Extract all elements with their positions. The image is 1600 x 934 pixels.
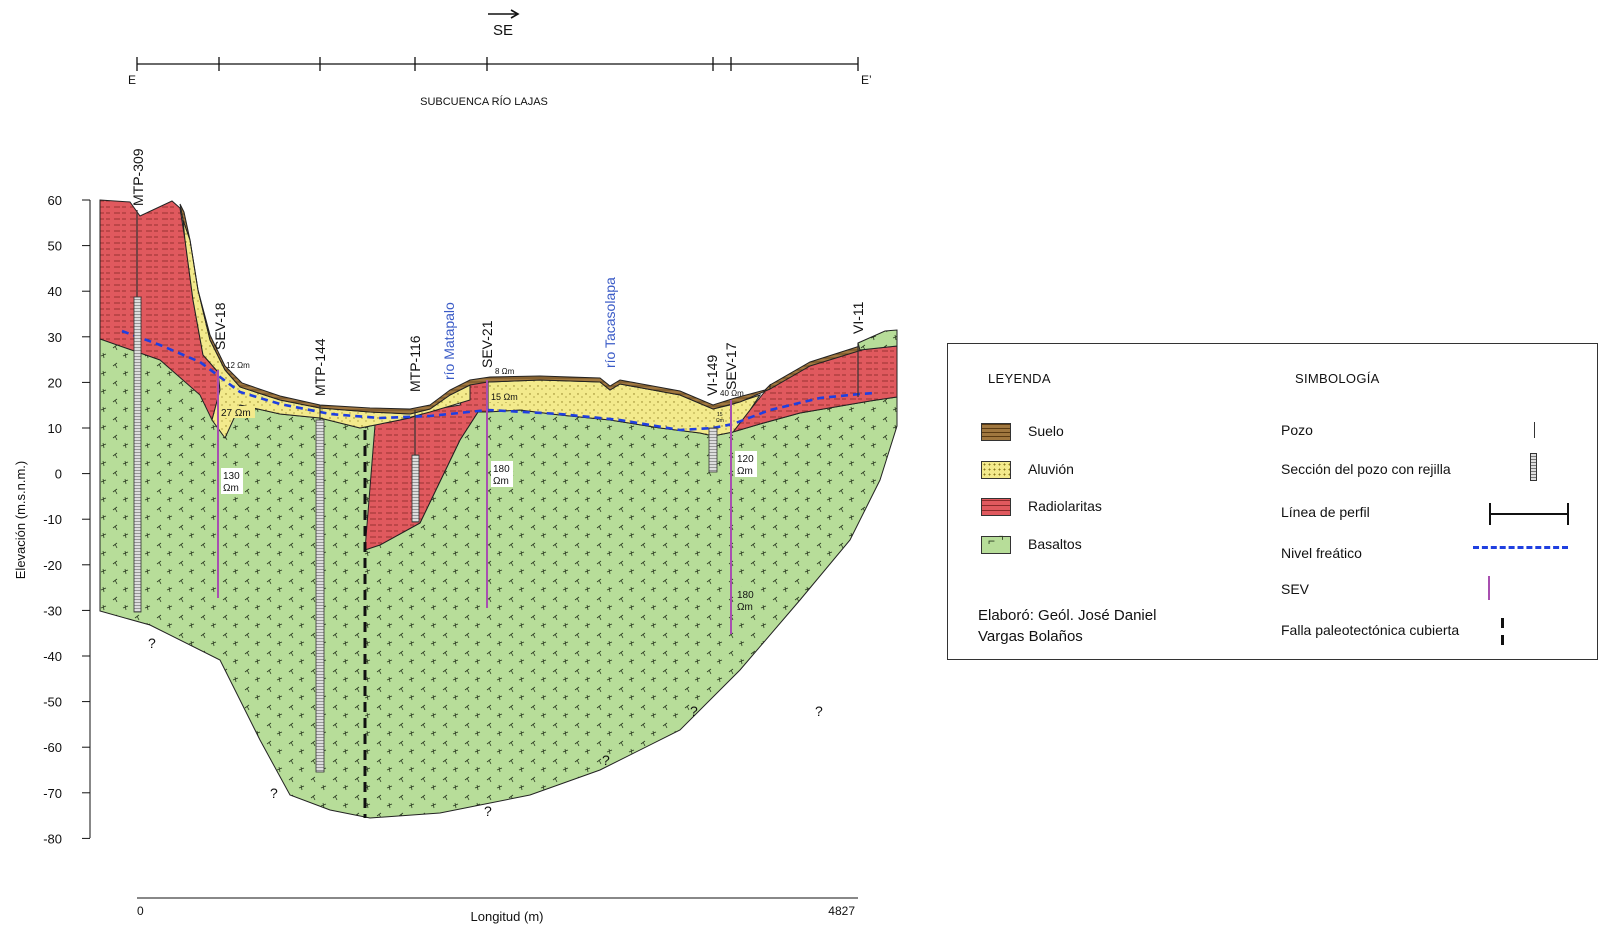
sev17-top-resistivity: 40 Ωm <box>720 389 744 398</box>
symbology-label-sev: SEV <box>1281 581 1310 597</box>
geologic-units <box>99 199 898 819</box>
basalt-hilltop-east <box>857 329 898 351</box>
profile-line-symbol-icon <box>1489 503 1569 525</box>
legend-label-alluvium: Aluvión <box>1028 461 1074 477</box>
profile-line: E E’ SUBCUENCA RÍO LAJAS <box>128 57 872 108</box>
legend-swatch-radiolarite <box>981 498 1011 516</box>
well-vi-149-screen <box>708 427 718 473</box>
legend-label-soil: Suelo <box>1028 423 1064 439</box>
y-tick-label: -60 <box>43 740 62 755</box>
well-mtp-116-screen <box>411 454 420 523</box>
sev21-top-resistivity: 8 Ωm <box>495 367 515 376</box>
y-tick-label: -50 <box>43 695 62 710</box>
well-symbol-icon <box>1534 422 1535 438</box>
sev21-low-unit: Ωm <box>493 476 509 487</box>
sev18-mid-resistivity: 27 Ωm <box>221 408 251 419</box>
sev21-mid-resistivity: 15 Ωm <box>491 392 518 402</box>
well-label-mtp-144: MTP-144 <box>312 338 328 396</box>
x-axis-end-label: 4827 <box>828 904 855 918</box>
x-axis-start-label: 0 <box>137 904 144 918</box>
direction-label: SE <box>493 22 513 39</box>
sev17-low-resistivity: 180 <box>737 590 754 601</box>
profile-start-label: E <box>128 73 136 87</box>
question-mark: ? <box>270 785 278 801</box>
legend-label-radiolarite: Radiolaritas <box>1028 498 1102 514</box>
symbology-label-well: Pozo <box>1281 422 1313 438</box>
well-label-mtp-309: MTP-309 <box>130 148 146 206</box>
y-axis: 60 50 40 30 20 10 0 -10 -20 -30 -40 -50 -60 -70 -80 El… <box>13 193 91 846</box>
author-line-2: Vargas Bolaños <box>978 628 1083 645</box>
sev18-top-resistivity: 12 Ωm <box>226 361 250 370</box>
y-tick-label: -10 <box>43 512 62 527</box>
y-tick-label: 50 <box>48 239 62 254</box>
legend-title: LEYENDA <box>988 371 1051 386</box>
well-labels: MTP-309 SEV-18 MTP-144 MTP-116 SEV-21 VI… <box>130 148 866 396</box>
sev18-low-resistivity: 130 <box>223 471 240 482</box>
water-table-line <box>121 329 876 432</box>
x-axis: 0 Longitud (m) 4827 <box>137 897 858 924</box>
legend-label-basalt: Basaltos <box>1028 536 1082 552</box>
unknown-extent-marks: ? ? ? ? ? ? <box>148 635 823 819</box>
subbasin-label: SUBCUENCA RÍO LAJAS <box>420 95 548 108</box>
author-line-1: Elaboró: Geól. José Daniel <box>978 607 1157 624</box>
y-tick-label: 10 <box>48 421 62 436</box>
question-mark: ? <box>690 703 698 719</box>
y-tick-label: -80 <box>43 831 62 846</box>
y-tick-label: -70 <box>43 786 62 801</box>
screen-symbol-icon <box>1530 453 1537 481</box>
direction-indicator: SE <box>488 9 520 39</box>
y-tick-label: 40 <box>48 284 62 299</box>
question-mark: ? <box>602 752 610 768</box>
y-axis-label: Elevación (m.s.n.m.) <box>13 461 28 579</box>
legend-swatch-basalt <box>981 536 1011 554</box>
well-label-sev-21: SEV-21 <box>479 320 495 368</box>
y-tick-label: 20 <box>48 375 62 390</box>
well-label-vi-149: VI-149 <box>704 355 720 396</box>
y-tick-label: 0 <box>55 467 62 482</box>
well-mtp-144-screen <box>315 419 325 773</box>
vi149-resistivity-b: Ωm <box>716 418 724 424</box>
y-tick-label: 60 <box>48 193 62 208</box>
y-tick-label: -20 <box>43 558 62 573</box>
y-tick-label: 30 <box>48 330 62 345</box>
water-table-symbol-icon <box>1473 546 1568 549</box>
basalt-swatch-glyph-icon: ⌐ ⌝ <box>988 534 1004 548</box>
sev21-low-resistivity: 180 <box>493 464 510 475</box>
symbology-label-water-table: Nivel freático <box>1281 545 1362 561</box>
question-mark: ? <box>484 803 492 819</box>
well-label-sev-18: SEV-18 <box>212 302 228 350</box>
symbology-title: SIMBOLOGÍA <box>1295 371 1380 386</box>
legend-swatch-soil <box>981 423 1011 441</box>
river-label-matapalo: río Matapalo <box>441 302 457 380</box>
wells <box>133 210 859 773</box>
sev17-low-unit: Ωm <box>737 602 753 613</box>
symbology-label-profile-line: Línea de perfil <box>1281 504 1370 520</box>
sev-symbol-icon <box>1488 576 1490 600</box>
sev17-mid-unit: Ωm <box>737 466 753 477</box>
sev18-low-unit: Ωm <box>223 483 239 494</box>
legend-swatch-alluvium <box>981 461 1011 479</box>
soil-unit <box>179 203 771 415</box>
well-label-sev-17: SEV-17 <box>723 342 739 390</box>
profile-end-label: E’ <box>861 73 872 87</box>
well-label-mtp-116: MTP-116 <box>407 335 423 392</box>
well-label-vi-11: VI-11 <box>850 301 866 334</box>
question-mark: ? <box>815 703 823 719</box>
y-tick-label: -40 <box>43 649 62 664</box>
well-mtp-309-screen <box>133 296 142 613</box>
question-mark: ? <box>148 635 156 651</box>
symbology-label-screen: Sección del pozo con rejilla <box>1281 461 1451 477</box>
x-axis-label: Longitud (m) <box>471 909 544 924</box>
y-tick-label: -30 <box>43 603 62 618</box>
legend-panel: LEYENDA SIMBOLOGÍA Suelo Aluvión Radiola… <box>947 343 1598 660</box>
vi149-resistivity-a: 15 <box>717 412 723 418</box>
symbology-label-fault: Falla paleotectónica cubierta <box>1281 622 1460 638</box>
river-label-tacasolapa: río Tacasolapa <box>602 277 618 368</box>
sev17-mid-resistivity: 120 <box>737 454 754 465</box>
resistivity-labels: 12 Ωm 27 Ωm 130 Ωm 8 Ωm 15 Ωm 180 Ωm 40 … <box>219 361 757 613</box>
fault-symbol-icon <box>1501 618 1504 648</box>
sev-soundings <box>217 370 732 634</box>
